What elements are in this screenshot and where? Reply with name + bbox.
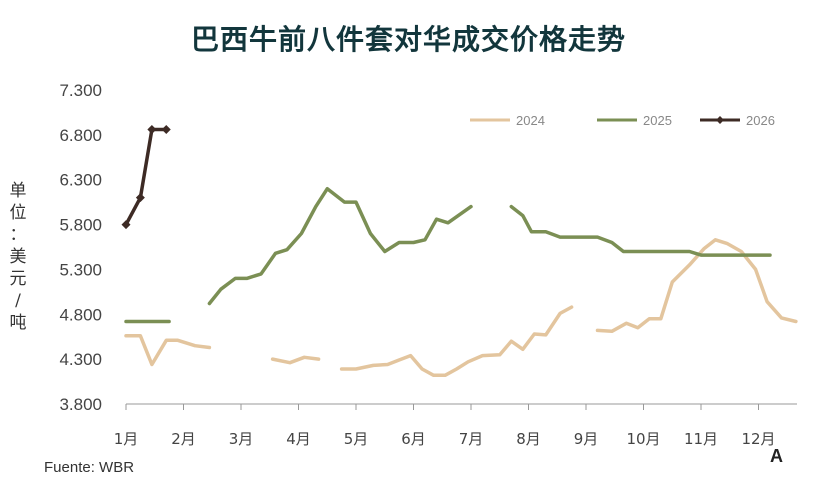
x-tick-label: 9月 xyxy=(574,430,599,448)
unit-char: 美 xyxy=(9,247,27,267)
x-tick-label: 3月 xyxy=(229,430,254,448)
unit-char: 单 xyxy=(9,181,27,201)
unit-char: ： xyxy=(9,225,27,245)
chart-title: 巴西牛前八件套对华成交价格走势 xyxy=(190,23,626,56)
unit-char: 吨 xyxy=(9,313,27,333)
x-tick-label: 12月 xyxy=(741,430,775,448)
data-point-2026 xyxy=(161,124,171,134)
data-point-2026 xyxy=(121,220,131,230)
y-tick-label: 5.800 xyxy=(59,216,102,235)
legend-label-2024: 2024 xyxy=(516,113,545,128)
series-line-2025 xyxy=(509,204,772,257)
y-tick-label: 6.800 xyxy=(59,126,102,145)
series-line-2025 xyxy=(207,186,473,306)
x-tick-label: 5月 xyxy=(344,430,369,448)
y-tick-label: 5.300 xyxy=(59,260,102,279)
y-tick-label: 4.300 xyxy=(59,350,102,369)
x-tick-label: 10月 xyxy=(626,430,660,448)
x-tick-label: 8月 xyxy=(516,430,541,448)
x-tick-label: 7月 xyxy=(459,430,484,448)
legend-marker-2026 xyxy=(716,116,724,124)
x-tick-label: 2月 xyxy=(171,430,196,448)
source-note: Fuente: WBR xyxy=(44,459,135,476)
series-line-2024 xyxy=(595,238,798,334)
y-tick-label: 3.800 xyxy=(59,395,102,414)
unit-char: 元 xyxy=(9,269,27,289)
y-tick-label: 4.800 xyxy=(59,305,102,324)
x-tick-label: 6月 xyxy=(401,430,426,448)
series-line-2024 xyxy=(270,355,321,365)
legend-label-2025: 2025 xyxy=(643,113,672,128)
unit-char: / xyxy=(15,291,21,311)
y-tick-label: 7.300 xyxy=(59,81,102,100)
x-tick-label: 1月 xyxy=(114,430,139,448)
legend-label-2026: 2026 xyxy=(746,113,775,128)
series-line-2026 xyxy=(124,127,169,227)
data-point-2026 xyxy=(147,124,157,134)
x-tick-label: 4月 xyxy=(286,430,311,448)
data-point-2026 xyxy=(135,193,145,203)
corner-mark: A xyxy=(770,446,783,466)
x-tick-label: 11月 xyxy=(684,430,718,448)
unit-char: 位 xyxy=(9,203,27,223)
y-axis-unit-label: 单 位 ： 美 元 / 吨 xyxy=(6,180,30,334)
series-line-2024 xyxy=(124,334,212,367)
y-tick-label: 6.300 xyxy=(59,171,102,190)
series-line-2024 xyxy=(339,305,574,378)
